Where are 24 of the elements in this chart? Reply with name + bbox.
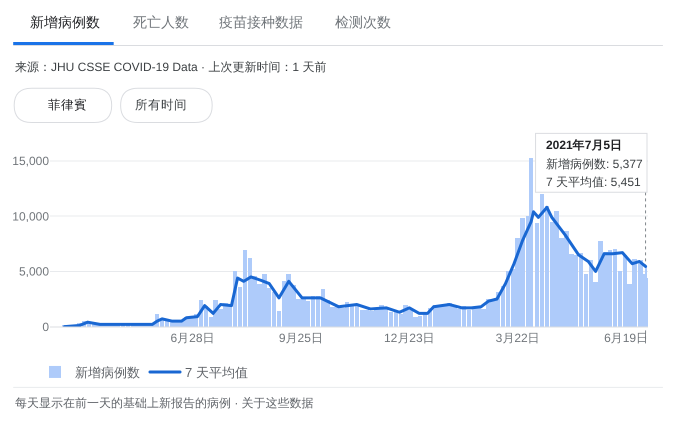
legend-label: 7 天平均值 (185, 365, 248, 380)
x-tick-label: 3月22日 (496, 331, 540, 345)
x-tick-label: 9月25日 (278, 331, 323, 345)
y-tick-label: 10,000 (12, 209, 50, 224)
x-tick-label: 6月19日 (604, 331, 648, 345)
line-series (63, 206, 648, 327)
text: 菲律賓 (48, 97, 87, 112)
text: 所有时间 (135, 98, 187, 112)
bar (529, 158, 533, 327)
text: 每天显示在前一天的基础上新报告的病例 · 关于这些数据 (15, 396, 314, 410)
annotation: 7 天平均值: 5,451 (546, 175, 642, 189)
source-note: 来源：JHU CSSE COVID-19 Data · 上次更新时间：1 天前 (15, 60, 326, 74)
y-tick-label: 15,000 (12, 154, 50, 168)
text: 新增病例数 (30, 14, 100, 30)
y-tick-label: 5,000 (18, 264, 50, 279)
annotation: 2021年7月5日 (546, 138, 622, 152)
text: 疫苗接种数据 (219, 14, 303, 30)
annotation: 新增病例数: 5,377 (546, 157, 644, 171)
legend-label: 新增病例数 (75, 365, 140, 380)
x-tick-label: 12月23日 (384, 331, 435, 345)
text: 检测次数 (335, 14, 391, 30)
y-tick-label: 0 (42, 320, 50, 334)
x-tick-label: 6月28日 (170, 331, 215, 345)
text: 死亡人数 (133, 14, 189, 30)
